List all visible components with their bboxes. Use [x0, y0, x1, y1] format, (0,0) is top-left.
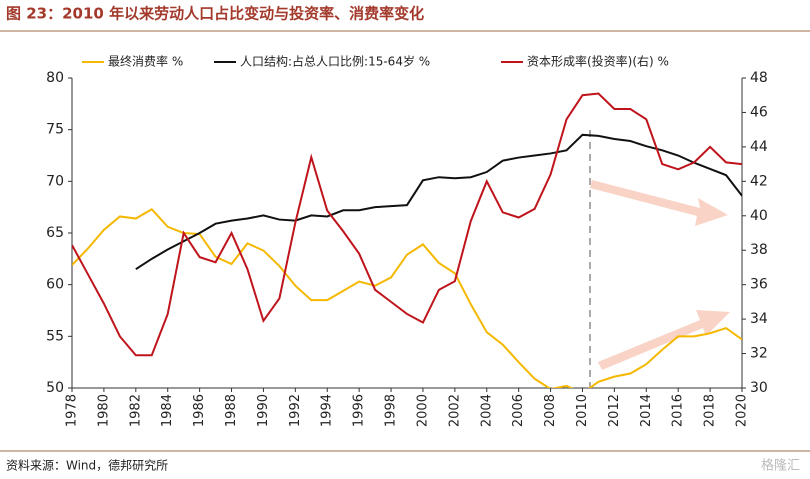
x-tick-label: 1988	[224, 394, 239, 427]
x-tick-label: 2006	[511, 394, 526, 427]
x-tick-label: 2002	[447, 394, 462, 427]
y-tick-label: 60	[46, 277, 64, 293]
x-tick-label: 2004	[479, 394, 494, 427]
x-tick-label: 2000	[415, 394, 430, 427]
plot	[72, 92, 742, 388]
x-tick-label: 1986	[192, 394, 207, 427]
y2-tick-label: 44	[750, 139, 768, 155]
x-tick-label: 1994	[320, 394, 335, 427]
watermark: 格隆汇	[761, 458, 800, 474]
x-tick-label: 2018	[703, 394, 718, 427]
chart-title: 图 23：2010 年以来劳动人口占比变动与投资率、消费率变化	[6, 5, 424, 23]
y-tick-label: 80	[46, 70, 64, 86]
x-tick-label: 1984	[160, 394, 175, 427]
series-line	[135, 133, 742, 271]
x-tick-label: 1982	[128, 394, 143, 427]
arrow-down	[590, 180, 728, 226]
y2-tick-label: 42	[750, 173, 768, 189]
x-tick-label: 1980	[96, 394, 111, 427]
y-tick-label: 70	[46, 173, 64, 189]
y2-tick-label: 40	[750, 208, 768, 224]
series-line	[72, 207, 742, 388]
legend-label: 最终消费率 %	[108, 54, 183, 69]
y2-tick-label: 38	[750, 242, 768, 258]
y2-tick-label: 46	[750, 104, 768, 120]
y-tick-label: 75	[46, 122, 64, 138]
x-tick-label: 1998	[384, 394, 399, 427]
series-line	[72, 92, 742, 357]
source: 资料来源：Wind，德邦研究所	[6, 458, 168, 473]
y-tick-label: 50	[46, 380, 64, 396]
y-tick-label: 65	[46, 225, 64, 241]
x-tick-label: 1978	[65, 394, 80, 427]
x-tick-label: 2014	[639, 394, 654, 427]
y2-tick-label: 48	[750, 70, 768, 86]
x-tick-label: 1990	[256, 394, 271, 427]
x-tick-label: 1992	[288, 394, 303, 427]
y-tick-label: 55	[46, 328, 64, 344]
x-tick-label: 1996	[352, 394, 367, 427]
y2-tick-label: 32	[750, 346, 768, 362]
x-tick-label: 2008	[543, 394, 558, 427]
legend-label: 人口结构:占总人口比例:15-64岁 %	[240, 54, 430, 69]
y2-tick-label: 34	[750, 311, 768, 327]
x-tick-label: 2010	[575, 394, 590, 427]
arrow-up	[598, 310, 730, 370]
x-tick-label: 2012	[607, 394, 622, 427]
y2-tick-label: 36	[750, 277, 768, 293]
x-tick-label: 2020	[735, 394, 750, 427]
x-tick-label: 2016	[671, 394, 686, 427]
legend-label: 资本形成率(投资率)(右) %	[527, 54, 669, 69]
y2-tick-label: 30	[750, 380, 768, 396]
